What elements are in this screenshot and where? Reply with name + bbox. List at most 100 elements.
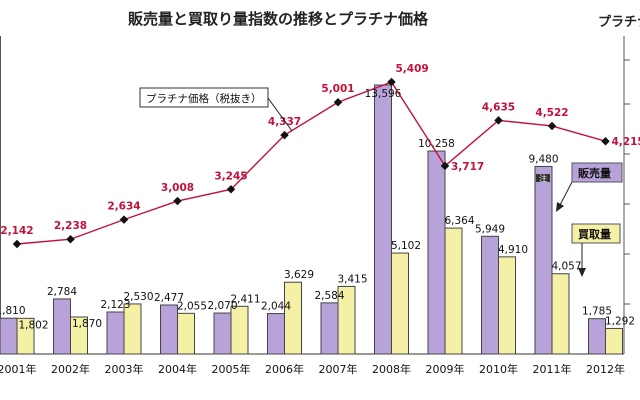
purchase-legend: 買取量 (571, 223, 621, 277)
sales-value-label-8: 10,258 (418, 138, 455, 150)
price-value-label-3: 3,008 (161, 182, 194, 194)
price-point-7 (387, 77, 396, 87)
price-point-3 (173, 196, 182, 206)
purchase-bar-5 (284, 281, 302, 355)
sales-value-label-5: 2,044 (261, 301, 291, 313)
purchase-legend-text: 買取量 (578, 228, 611, 241)
purchase-value-label-5: 3,629 (284, 269, 314, 281)
purchase-bar-3 (177, 312, 195, 355)
sales-bar-7 (374, 84, 392, 355)
price-point-4 (226, 185, 236, 194)
purchase-value-label-1: 1,870 (72, 318, 102, 330)
sales-bar-0 (0, 317, 18, 355)
purchase-value-label-3: 2,055 (177, 300, 207, 312)
x-tick-9: 2010年 (479, 362, 518, 376)
x-tick-7: 2008年 (372, 362, 411, 376)
price-point-10 (547, 121, 557, 131)
purchase-bar-7 (391, 252, 409, 355)
price-value-label-2: 2,634 (107, 201, 140, 213)
x-tick-8: 2009年 (426, 362, 465, 376)
right-axis-label: プラチナ (598, 15, 640, 30)
x-tick-5: 2006年 (265, 362, 304, 376)
sales-bar-2 (106, 311, 125, 355)
price-line (16, 81, 606, 245)
sales-legend: 販売量 (556, 162, 623, 212)
purchase-value-label-4: 2,411 (230, 293, 260, 305)
x-tick-4: 2005年 (212, 362, 251, 376)
sales-value-label-9: 5,949 (475, 223, 505, 235)
price-value-label-10: 4,522 (535, 107, 568, 119)
price-point-2 (119, 215, 129, 224)
price-value-label-6: 5,001 (321, 83, 354, 95)
bars-layer (0, 84, 623, 355)
price-value-label-1: 2,238 (54, 220, 87, 232)
purchase-bar-2 (123, 303, 142, 355)
purchase-value-label-2: 2,530 (123, 291, 153, 303)
price-line-callout-text: プラチナ価格（税抜き） (146, 92, 262, 105)
purchase-value-label-11: 1,292 (605, 315, 635, 327)
x-tick-6: 2007年 (319, 362, 358, 376)
price-value-label-9: 4,635 (482, 101, 515, 113)
purchase-value-label-7: 5,102 (391, 240, 421, 252)
purchase-bar-1 (70, 316, 88, 355)
price-point-9 (494, 116, 503, 125)
sales-bar-9 (481, 235, 499, 355)
price-line-layer: 2,142 2,238 2,634 3,008 3,245 4,337 5,001 5,409… (0, 63, 640, 249)
price-point-5 (280, 130, 289, 140)
purchase-bar-6 (337, 285, 356, 355)
sales-value-label-2: 2,123 (100, 299, 130, 311)
purchase-bar-0 (16, 317, 35, 355)
sales-value-label-1: 2,784 (47, 286, 77, 298)
price-point-6 (333, 97, 343, 107)
purchase-bar-11 (605, 327, 623, 355)
sales-value-label-7: 13,596 (365, 88, 402, 100)
price-point-8 (440, 161, 450, 171)
sales-bar-5 (267, 313, 285, 355)
x-tick-3: 2004年 (158, 362, 197, 376)
sales-bar-10 (534, 165, 553, 355)
price-point-0 (12, 239, 22, 249)
price-value-label-8: 3,717 (451, 161, 484, 173)
sales-bar-4 (213, 312, 232, 355)
purchase-bar-4 (230, 305, 249, 355)
price-line-callout: プラチナ価格（税抜き） (139, 87, 293, 132)
sales-bar-3 (160, 304, 178, 355)
right-axis-ticks (624, 59, 630, 305)
sales-value-label-4: 2,070 (207, 300, 237, 312)
purchase-value-label-0: 1,802 (18, 319, 48, 331)
price-value-label-5: 4,337 (268, 116, 301, 128)
sales-value-label-3: 2,477 (154, 292, 184, 304)
sales-value-label-0: 1,810 (0, 305, 26, 317)
note-marker-text: 注 (539, 173, 547, 183)
purchase-value-label-6: 3,415 (337, 273, 367, 285)
price-value-label-11: 4,215 (612, 136, 640, 148)
sales-bar-8 (427, 150, 446, 355)
x-tick-1: 2002年 (51, 362, 90, 376)
purchase-value-label-8: 6,364 (444, 215, 474, 227)
price-value-label-0: 2,142 (0, 225, 33, 237)
purchase-bar-10 (551, 273, 570, 355)
chart-title: 販売量と買取り量指数の推移とプラチナ価格 (128, 10, 429, 28)
sales-value-label-10: 9,480 (528, 153, 558, 165)
sales-bar-11 (588, 318, 606, 355)
x-tick-11: 2012年 (586, 362, 625, 376)
purchase-bar-8 (444, 227, 463, 355)
price-point-11 (601, 136, 610, 146)
price-value-label-4: 3,245 (214, 170, 247, 182)
sales-bar-1 (53, 298, 71, 355)
price-point-1 (66, 234, 75, 244)
x-tick-10: 2011年 (533, 362, 572, 376)
bar-labels-layer: 1,810 1,802 2,784 1,870 2,1232,5302,4772,055… (0, 88, 635, 331)
sales-bar-6 (320, 302, 339, 355)
price-value-label-7: 5,409 (396, 63, 429, 75)
sales-legend-text: 販売量 (578, 166, 611, 180)
purchase-value-label-10: 4,057 (551, 261, 581, 273)
sales-value-label-11: 1,785 (582, 306, 612, 318)
x-tick-2: 2003年 (105, 362, 144, 376)
note-marker: 注 (536, 173, 550, 183)
x-tick-0: 2001年 (0, 362, 37, 376)
sales-value-label-6: 2,584 (314, 290, 344, 302)
purchase-bar-9 (498, 256, 516, 355)
x-tick-labels: 2001年 2002年 2003年 2004年 2005年 2006年 2007年 2008年… (0, 362, 625, 376)
